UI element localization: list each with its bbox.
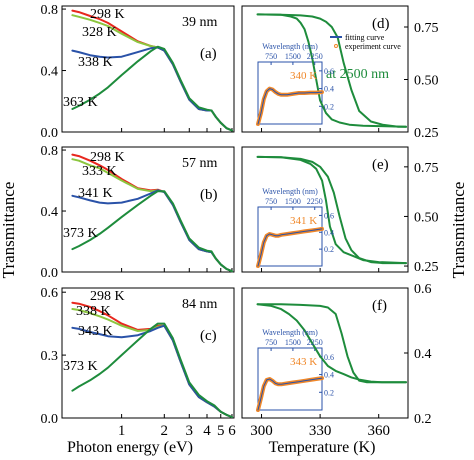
panel-c-xtick-label: 2	[161, 423, 169, 439]
panel-e-ytick-label: 0.25	[414, 260, 439, 275]
panel-c-ytick-label: 0.3	[41, 349, 59, 364]
panel-f-ytick-label: 0.2	[414, 412, 432, 427]
panel-e-frame	[241, 146, 409, 273]
data-layer	[71, 9, 407, 418]
panel-b-ytick-label: 0.4	[41, 205, 59, 220]
inset-f-ytick-label: 0.6	[324, 353, 334, 362]
panel-a-ytick-label: 0.4	[41, 65, 59, 80]
panel-a-ytick-label: 0.0	[41, 126, 59, 141]
panel-a-series-line	[71, 45, 233, 132]
panel-f-label: (f)	[372, 298, 387, 314]
panel-e-label: (e)	[372, 157, 389, 173]
panel-f-ytick-label: 0.6	[414, 282, 432, 297]
inset-d-label: 340 K	[290, 70, 317, 82]
panel-d-ytick-label: 0.75	[414, 21, 439, 36]
panel-c-xtick-label: 6	[228, 423, 236, 439]
panel-c-series-label: 338 K	[76, 304, 111, 319]
inset-d-ytick-label: 0.4	[324, 85, 334, 94]
panel-d-ytick-label: 0.50	[414, 74, 439, 89]
inset-e-label: 341 K	[290, 215, 317, 227]
inset-d-ytick-label: 0.6	[324, 67, 334, 76]
panel-c-label: (c)	[200, 328, 217, 344]
panel-a-label: (a)	[200, 46, 217, 62]
panel-d-series-line	[256, 13, 407, 128]
panel-c-xtick-label: 5	[217, 423, 225, 439]
inset-e-xtick-label: 2250	[307, 197, 323, 206]
inset-d-fitting-curve	[257, 88, 323, 125]
panel-b-ytick-label: 0.8	[41, 144, 59, 159]
inset-f-xlabel: Wavelength (nm)	[262, 328, 318, 337]
inset-e-xlabel: Wavelength (nm)	[262, 187, 318, 196]
panel-b-ytick-label: 0.0	[41, 266, 59, 281]
legend-experiment-label: experiment curve	[345, 42, 401, 51]
panel-f-xtick-label: 330	[309, 423, 332, 439]
panel-b-label: (b)	[200, 187, 218, 203]
panel-b-series-label: 333 K	[82, 164, 117, 179]
panel-a-series-label: 328 K	[82, 25, 117, 40]
panel-f-ytick-label: 0.4	[414, 347, 432, 362]
panel-a-series-label: 338 K	[78, 55, 113, 70]
panel-d-ytick-label: 0.25	[414, 126, 439, 141]
panel-c-ytick-label: 0.6	[41, 286, 59, 301]
panel-b-thickness-label: 57 nm	[182, 156, 218, 171]
inset-e-xtick-label: 1500	[285, 197, 301, 206]
right-x-axis-title: Temperature (K)	[269, 439, 376, 456]
panel-d-annotation: at 2500 nm	[326, 67, 389, 82]
panel-c-xtick-label: 3	[186, 423, 194, 439]
panel-a-frame	[61, 5, 235, 133]
panel-f-xtick-label: 360	[367, 423, 390, 439]
legend-fit-label: fitting curve	[345, 33, 385, 42]
inset-f-ytick-label: 0.2	[324, 388, 334, 397]
panel-d-label: (d)	[372, 16, 390, 32]
inset-d-xtick-label: 2250	[307, 52, 323, 61]
panel-a-thickness-label: 39 nm	[182, 15, 218, 30]
panel-f-xtick-label: 300	[250, 423, 273, 439]
panel-c-series-label: 343 K	[78, 324, 113, 339]
panel-a-ytick-label: 0.8	[41, 3, 59, 18]
legend-experiment-swatch	[334, 44, 338, 48]
panel-e-ytick-label: 0.75	[414, 161, 439, 176]
panel-d-frame	[241, 5, 409, 133]
inset-d-xtick-label: 1500	[285, 52, 301, 61]
inset-e-fitting-curve	[257, 228, 323, 267]
panel-a-series-label: 363 K	[63, 95, 98, 110]
inset-f-xtick-label: 2250	[307, 338, 323, 347]
panel-e-ytick-label: 0.50	[414, 210, 439, 225]
inset-e-ytick-label: 0.6	[324, 211, 334, 220]
inset-f-label: 343 K	[290, 356, 317, 368]
left-x-axis-title: Photon energy (eV)	[67, 439, 193, 456]
inset-d-xtick-label: 750	[265, 52, 277, 61]
panel-c-frame	[61, 287, 235, 419]
panel-c-xtick-label: 4	[203, 423, 211, 439]
inset-d-xlabel: Wavelength (nm)	[262, 42, 318, 51]
text-layer: Transmittance Transmittance Photon energ…	[0, 3, 468, 456]
inset-f-xtick-label: 750	[265, 338, 277, 347]
panel-e-series-line	[256, 155, 407, 265]
inset-f-fitting-curve	[257, 377, 323, 411]
inset-f-ytick-label: 0.4	[324, 371, 334, 380]
panel-c-series-line	[71, 322, 233, 418]
panel-c-thickness-label: 84 nm	[182, 297, 218, 312]
panel-a-series-label: 298 K	[90, 7, 125, 22]
panel-c-ytick-label: 0.0	[41, 412, 59, 427]
panel-b-series-label: 341 K	[78, 186, 113, 201]
panel-c-series-label: 373 K	[63, 359, 98, 374]
inset-e-xtick-label: 750	[265, 197, 277, 206]
left-y-axis-title: Transmittance	[0, 182, 18, 279]
inset-e-ytick-label: 0.2	[324, 245, 334, 254]
panel-b-series-label: 373 K	[63, 226, 98, 241]
panel-b-series-label: 298 K	[90, 150, 125, 165]
panel-c-xtick-label: 1	[118, 423, 126, 439]
panel-f-series-line	[256, 303, 407, 384]
panel-c-series-label: 298 K	[90, 289, 125, 304]
right-y-axis-title: Transmittance	[449, 182, 468, 279]
panel-b-series-line	[71, 190, 233, 273]
panel-b-frame	[61, 146, 235, 273]
inset-f-xtick-label: 1500	[285, 338, 301, 347]
inset-e-ytick-label: 0.4	[324, 228, 334, 237]
inset-d-ytick-label: 0.2	[324, 102, 334, 111]
